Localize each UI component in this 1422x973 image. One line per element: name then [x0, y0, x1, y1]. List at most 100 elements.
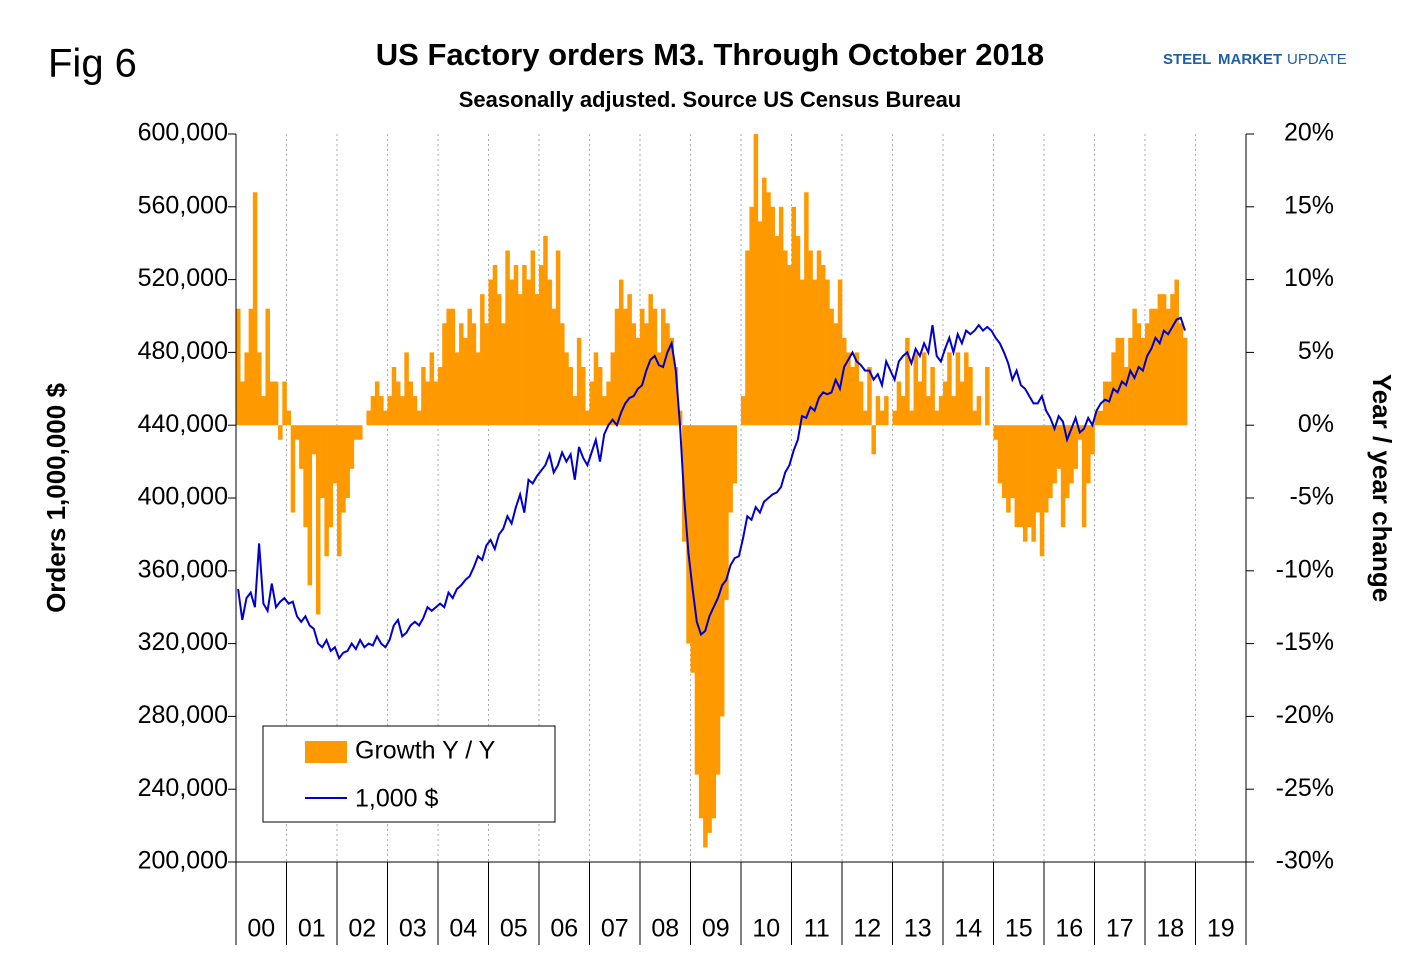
bar [1170, 294, 1175, 426]
legend: Growth Y / Y 1,000 $ [262, 725, 556, 823]
bar [1161, 294, 1167, 426]
x-tick-label: 18 [1156, 915, 1184, 943]
bar [719, 425, 725, 717]
y-tick-label: 400,000 [138, 483, 228, 511]
bar [820, 265, 826, 426]
bar [635, 337, 641, 426]
bar [240, 381, 245, 426]
bar [804, 192, 809, 426]
bar [921, 352, 927, 426]
bar [307, 425, 313, 586]
bar [1022, 425, 1028, 542]
bar [522, 265, 527, 426]
bar [1039, 425, 1045, 557]
bar [993, 425, 999, 440]
bar [551, 308, 557, 426]
bar [539, 265, 544, 426]
bar [454, 352, 460, 426]
bar [1115, 337, 1121, 426]
bar [496, 294, 502, 426]
bar [934, 410, 940, 426]
line [237, 316, 1186, 661]
bar [808, 250, 813, 426]
bar [766, 192, 771, 426]
bar [783, 250, 788, 426]
bar [1081, 425, 1087, 528]
bar [879, 410, 885, 426]
bar [408, 381, 414, 426]
bar [585, 410, 590, 426]
bar [252, 192, 258, 426]
bar [694, 425, 700, 775]
y-tick-label: 320,000 [138, 628, 228, 656]
bar [1102, 381, 1108, 426]
y2-tick-label: -25% [1276, 774, 1334, 802]
bar [282, 381, 287, 426]
bar [547, 279, 552, 426]
bar [303, 425, 308, 528]
bar [564, 352, 569, 426]
bar [337, 425, 342, 557]
bar [1132, 308, 1137, 426]
bar [770, 206, 775, 426]
bar [606, 381, 611, 426]
x-tick-label: 12 [853, 915, 881, 943]
bar [421, 366, 426, 426]
bar [286, 410, 292, 426]
bar [349, 425, 355, 469]
logo: STEEL MARKET UPDATE [1163, 51, 1347, 68]
bar [955, 352, 961, 426]
bar [257, 352, 262, 426]
bar [341, 425, 346, 513]
bar [690, 425, 696, 673]
x-tick-label: 19 [1207, 915, 1235, 943]
bar [913, 352, 919, 426]
bar [686, 425, 691, 644]
bar [795, 235, 801, 426]
bar [315, 425, 321, 615]
bar [593, 352, 599, 426]
bar [1149, 308, 1154, 426]
bar [273, 381, 279, 426]
bar [1182, 337, 1188, 426]
bar [446, 308, 451, 426]
legend-label: Growth Y / Y [355, 737, 496, 765]
bar [581, 366, 586, 426]
bar [387, 396, 393, 426]
bar [842, 337, 847, 426]
bar [1166, 308, 1171, 426]
plot: 00 01 02 03 04 05 06 07 08 09 10 11 12 13 14 15 16 17 18 19… [138, 119, 1334, 945]
bar [863, 410, 868, 426]
bar [404, 352, 409, 426]
bar [631, 323, 637, 426]
bar [1174, 279, 1179, 426]
bar [1073, 425, 1078, 469]
bar [530, 250, 536, 426]
bar [576, 337, 582, 426]
bar [324, 425, 329, 557]
chart-title: US Factory orders M3. Through October 20… [376, 37, 1044, 72]
bar [787, 265, 792, 426]
bar [917, 381, 923, 426]
bar [1027, 425, 1032, 528]
y2-tick-label: -30% [1276, 847, 1334, 875]
x-tick-label: 01 [298, 915, 326, 943]
bar [517, 294, 523, 426]
bar [1069, 425, 1074, 484]
logo-word: MARKET [1218, 51, 1282, 68]
bar [374, 381, 380, 426]
bar [741, 396, 746, 426]
bar [698, 425, 704, 819]
x-tick-label: 15 [1005, 915, 1033, 943]
bar [1157, 294, 1163, 426]
bar [1010, 425, 1015, 498]
bar [938, 396, 944, 426]
chart-subtitle: Seasonally adjusted. Source US Census Bu… [459, 87, 962, 112]
bar [947, 352, 952, 426]
legend-swatch [305, 741, 347, 763]
bar [299, 425, 304, 469]
y-tick-label: 480,000 [138, 337, 228, 365]
bar [799, 279, 805, 426]
bar [278, 425, 283, 440]
bar [778, 206, 784, 426]
